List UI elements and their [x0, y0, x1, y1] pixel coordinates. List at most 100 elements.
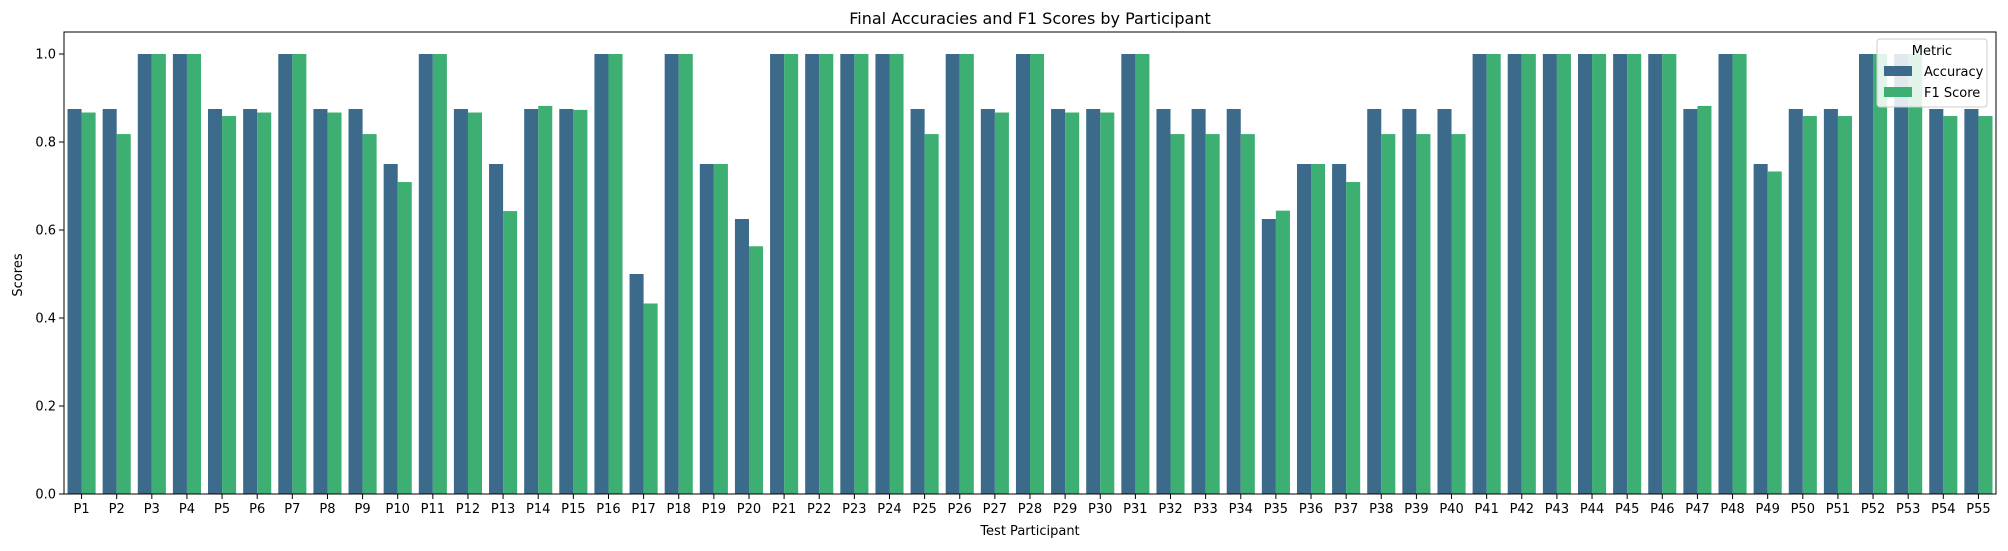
bar-f1-score	[1346, 182, 1361, 495]
x-axis-label: Test Participant	[979, 524, 1079, 539]
bar-accuracy	[1718, 54, 1733, 494]
bar-accuracy	[1296, 164, 1312, 494]
bar-accuracy	[1788, 109, 1803, 494]
bar-accuracy	[1051, 109, 1066, 494]
bar-accuracy	[1226, 109, 1241, 494]
x-tick-label: P2	[109, 502, 125, 517]
bar-f1-score	[1311, 164, 1326, 494]
bar-f1-score	[1556, 54, 1571, 494]
x-tick-label: P9	[355, 502, 371, 517]
bar-f1-score	[678, 54, 693, 494]
bar-accuracy	[1121, 54, 1136, 494]
bar-accuracy	[945, 54, 960, 494]
bar-accuracy	[453, 109, 468, 494]
bar-f1-score	[327, 112, 342, 495]
x-tick-label: P10	[386, 502, 410, 517]
bar-accuracy	[1472, 54, 1487, 494]
x-tick-label: P53	[1896, 502, 1920, 517]
bar-f1-score	[819, 54, 834, 494]
legend-swatch-accuracy	[1884, 66, 1912, 76]
x-tick-label: P31	[1123, 502, 1147, 517]
x-tick-label: P44	[1580, 502, 1604, 517]
x-tick-label: P36	[1299, 502, 1323, 517]
x-tick-label: P14	[526, 502, 550, 517]
bar-f1-score	[151, 54, 166, 494]
bar-f1-score	[994, 112, 1009, 495]
x-tick-label: P15	[561, 502, 585, 517]
bar-f1-score	[186, 54, 201, 494]
bar-f1-score	[1065, 112, 1080, 495]
x-tick-label: P11	[421, 502, 445, 517]
bar-accuracy	[1964, 109, 1979, 494]
bar-accuracy	[1261, 219, 1276, 494]
bar-f1-score	[1592, 54, 1607, 494]
x-tick-label: P43	[1545, 502, 1569, 517]
x-tick-label: P48	[1720, 502, 1744, 517]
bar-accuracy	[383, 164, 398, 494]
bar-f1-score	[1521, 54, 1536, 494]
bar-f1-score	[854, 54, 869, 494]
x-tick-label: P25	[912, 502, 936, 517]
bar-f1-score	[1240, 134, 1255, 494]
bar-f1-score	[503, 211, 518, 494]
bar-f1-score	[1275, 210, 1290, 494]
bar-f1-score	[467, 112, 483, 495]
bar-accuracy	[1683, 109, 1698, 494]
bar-accuracy	[1859, 54, 1874, 494]
bar-f1-score	[1662, 54, 1677, 494]
bar-accuracy	[1015, 54, 1030, 494]
bar-accuracy	[910, 109, 925, 494]
x-tick-label: P23	[842, 502, 866, 517]
y-tick-label: 0.4	[35, 312, 56, 327]
bar-f1-score	[1170, 134, 1185, 494]
bar-accuracy	[1156, 109, 1171, 494]
bar-f1-score	[1135, 54, 1150, 494]
bar-accuracy	[348, 109, 363, 494]
bar-accuracy	[1542, 54, 1557, 494]
bar-accuracy	[1367, 109, 1382, 494]
chart-title: Final Accuracies and F1 Scores by Partic…	[849, 9, 1211, 28]
x-tick-label: P54	[1931, 502, 1955, 517]
x-tick-label: P38	[1369, 502, 1393, 517]
x-tick-label: P16	[596, 502, 620, 517]
bar-f1-score	[1100, 112, 1115, 495]
bar-accuracy	[524, 109, 539, 494]
bar-f1-score	[1451, 134, 1466, 494]
bar-f1-score	[784, 54, 799, 494]
bar-f1-score	[1697, 105, 1712, 495]
bar-f1-score	[1873, 54, 1888, 494]
bar-f1-score	[257, 112, 272, 495]
bar-accuracy	[699, 164, 714, 494]
bar-f1-score	[889, 54, 904, 494]
x-tick-label: P3	[144, 502, 160, 517]
bar-accuracy	[67, 109, 82, 494]
bar-f1-score	[713, 164, 728, 494]
x-tick-label: P19	[702, 502, 726, 517]
bar-accuracy	[770, 54, 785, 494]
x-tick-label: P34	[1229, 502, 1253, 517]
bar-f1-score	[1978, 116, 1993, 494]
bar-accuracy	[489, 164, 504, 494]
bar-f1-score	[748, 246, 764, 494]
x-tick-label: P30	[1088, 502, 1112, 517]
y-axis-label: Scores	[11, 253, 26, 296]
bar-f1-score	[1837, 116, 1852, 494]
bar-accuracy	[629, 274, 644, 494]
bar-f1-score	[538, 105, 553, 495]
x-tick-label: P45	[1615, 502, 1639, 517]
bar-f1-score	[362, 134, 377, 494]
bar-f1-score	[292, 54, 307, 494]
legend-swatch-f1-score	[1884, 87, 1912, 97]
bar-accuracy	[1753, 164, 1768, 494]
bar-f1-score	[1486, 54, 1501, 494]
y-axis-ticks: 0.0 0.2 0.4 0.6 0.8 1.0	[35, 48, 64, 503]
bar-accuracy	[1191, 109, 1206, 494]
bar-f1-score	[643, 303, 658, 494]
bar-f1-score	[1908, 54, 1923, 494]
bar-accuracy	[559, 109, 574, 494]
bar-f1-score	[924, 134, 939, 494]
y-tick-label: 0.2	[35, 400, 56, 415]
bar-f1-score	[1767, 171, 1782, 495]
x-tick-label: P6	[249, 502, 265, 517]
bar-accuracy	[664, 54, 679, 494]
